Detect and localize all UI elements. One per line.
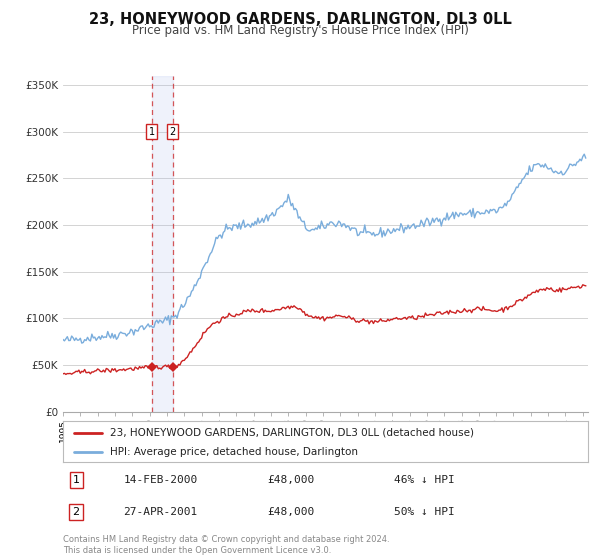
Text: £48,000: £48,000 — [268, 507, 315, 517]
Text: 1: 1 — [73, 475, 80, 486]
Text: 46% ↓ HPI: 46% ↓ HPI — [394, 475, 455, 486]
Text: Price paid vs. HM Land Registry's House Price Index (HPI): Price paid vs. HM Land Registry's House … — [131, 24, 469, 37]
Bar — [152, 76, 173, 412]
Text: Contains HM Land Registry data © Crown copyright and database right 2024.
This d: Contains HM Land Registry data © Crown c… — [63, 535, 389, 555]
Text: 2: 2 — [170, 127, 176, 137]
Text: 50% ↓ HPI: 50% ↓ HPI — [394, 507, 455, 517]
Text: 23, HONEYWOOD GARDENS, DARLINGTON, DL3 0LL: 23, HONEYWOOD GARDENS, DARLINGTON, DL3 0… — [89, 12, 511, 27]
Text: 23, HONEYWOOD GARDENS, DARLINGTON, DL3 0LL (detached house): 23, HONEYWOOD GARDENS, DARLINGTON, DL3 0… — [110, 428, 474, 437]
Text: £48,000: £48,000 — [268, 475, 315, 486]
Text: 27-APR-2001: 27-APR-2001 — [124, 507, 197, 517]
Text: 14-FEB-2000: 14-FEB-2000 — [124, 475, 197, 486]
Text: 1: 1 — [149, 127, 155, 137]
Text: 2: 2 — [73, 507, 80, 517]
Text: HPI: Average price, detached house, Darlington: HPI: Average price, detached house, Darl… — [110, 447, 358, 457]
